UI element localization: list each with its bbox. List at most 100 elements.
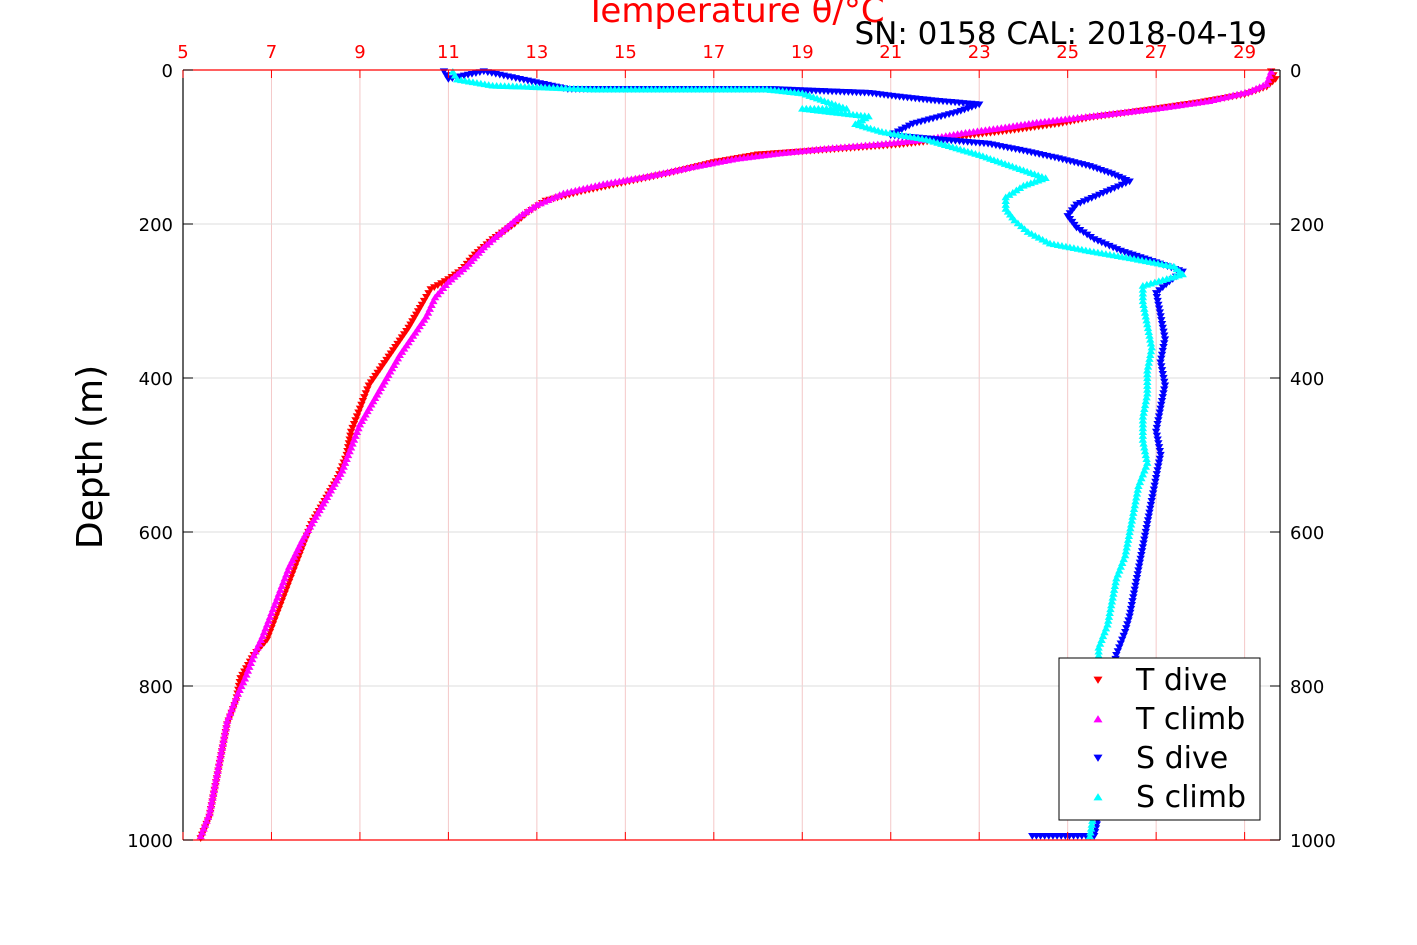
data-point (1142, 525, 1151, 532)
data-point (1088, 817, 1097, 824)
data-point (1123, 621, 1132, 628)
data-point (221, 724, 230, 732)
y-tick-label-left: 200 (139, 215, 173, 236)
data-point (1125, 613, 1134, 621)
data-point (206, 805, 215, 813)
y-tick-label-right: 800 (1290, 677, 1324, 698)
data-point (1152, 432, 1162, 440)
data-point (1134, 563, 1144, 571)
data-point (1086, 828, 1095, 836)
legend: T dive T climb S dive S climb (1058, 657, 1261, 821)
data-point (1157, 397, 1167, 405)
data-point (1143, 374, 1152, 382)
chart-subtitle: SN: 0158 CAL: 2018-04-19 (855, 16, 1268, 52)
data-point (1135, 559, 1145, 567)
data-point (1156, 313, 1165, 320)
data-point (1265, 72, 1274, 79)
data-point (1151, 474, 1161, 482)
y-tick-label-left: 0 (162, 61, 173, 82)
data-point (1140, 443, 1149, 451)
y-tick-label-right: 400 (1290, 369, 1324, 390)
data-point (1159, 328, 1168, 336)
data-point (1113, 648, 1123, 655)
data-point (217, 747, 226, 755)
data-point (908, 120, 918, 128)
data-point (1149, 486, 1159, 494)
data-point (1112, 574, 1121, 582)
y-tick-label-left: 800 (139, 677, 173, 698)
axes (182, 69, 1281, 841)
y-tick-label-left: 400 (139, 369, 173, 390)
x-tick-label: 15 (614, 42, 637, 63)
x-tick-label: 17 (702, 42, 725, 63)
data-point (1094, 643, 1103, 651)
data-point (1085, 832, 1094, 840)
data-point (1129, 590, 1139, 598)
data-point (1154, 417, 1163, 424)
y-tick-label-right: 0 (1290, 61, 1301, 82)
data-point (196, 832, 205, 840)
data-point (1108, 593, 1117, 601)
data-point (1001, 193, 1010, 201)
data-point (1154, 463, 1163, 471)
data-point (358, 397, 368, 405)
data-point (1154, 301, 1163, 309)
data-point (214, 759, 224, 767)
data-point (1110, 582, 1120, 590)
data-point (1266, 67, 1276, 75)
data-point (361, 390, 371, 397)
data-point (1152, 471, 1162, 478)
data-point (1140, 532, 1150, 540)
data-point (1138, 416, 1148, 424)
data-point (1142, 316, 1151, 324)
data-point (1151, 428, 1161, 436)
data-point (1129, 509, 1138, 516)
data-point (1115, 644, 1124, 652)
data-point (1141, 451, 1151, 459)
data-point (1132, 575, 1142, 582)
data-point (1106, 605, 1115, 613)
x-tick-label: 9 (354, 42, 365, 63)
data-point (207, 797, 216, 805)
data-point (1130, 501, 1139, 509)
data-point (1158, 347, 1167, 355)
data-point (1126, 609, 1135, 617)
data-point (236, 675, 245, 682)
data-point (1138, 289, 1148, 297)
data-point (210, 782, 219, 790)
data-point (1141, 528, 1151, 536)
data-point (1146, 339, 1156, 347)
data-point (1160, 378, 1169, 386)
data-point (433, 282, 442, 290)
data-point (354, 409, 363, 417)
data-point (437, 280, 446, 288)
data-point (345, 436, 354, 444)
data-point (1125, 528, 1134, 536)
data-point (1131, 582, 1140, 590)
data-point (1143, 517, 1153, 525)
data-point (1138, 544, 1148, 551)
data-point (206, 801, 216, 809)
data-point (1145, 355, 1154, 362)
data-point (1122, 543, 1131, 551)
data-point (1160, 382, 1170, 390)
data-point (1137, 548, 1147, 555)
data-point (1139, 540, 1148, 548)
data-point (1116, 640, 1125, 648)
data-point (1087, 821, 1096, 828)
data-point (1153, 467, 1162, 474)
data-point (1147, 498, 1156, 505)
data-point (1141, 312, 1151, 320)
data-point (1133, 571, 1142, 578)
data-point (422, 294, 431, 301)
data-point (1143, 382, 1152, 389)
legend-label: T climb (1135, 702, 1245, 737)
data-point (1145, 509, 1154, 517)
tick-labels: 5 7 9 11 13 15 17 19 21 23 25 27 29 0 0 200 200 400 400 600… (127, 42, 1336, 852)
legend-marker (1093, 754, 1103, 762)
data-point (1123, 536, 1133, 543)
data-point (1146, 347, 1156, 355)
data-point (1124, 617, 1133, 625)
data-point (1160, 386, 1169, 394)
